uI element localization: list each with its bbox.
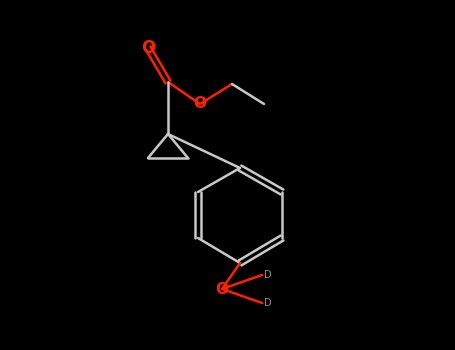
Text: D: D: [264, 270, 272, 280]
Text: O: O: [141, 39, 155, 57]
Text: D: D: [264, 298, 272, 308]
Text: O: O: [216, 281, 228, 296]
Text: O: O: [193, 97, 207, 112]
